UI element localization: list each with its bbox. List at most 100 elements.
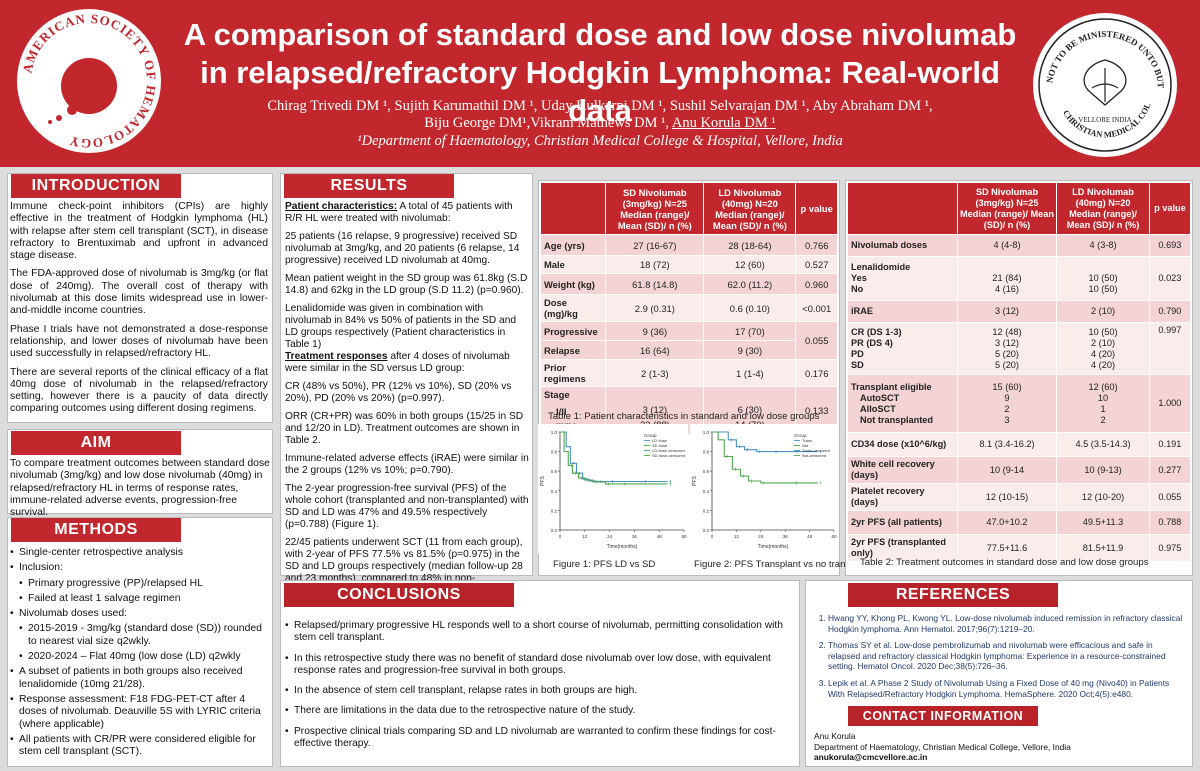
t2-sd-sd: 5 (20) — [994, 359, 1019, 370]
t1-cell: 2 (1-3) — [605, 359, 705, 387]
y-tick-label: 0.4 — [551, 489, 558, 494]
t2-cell: 4 (4-8) — [956, 234, 1058, 257]
t2-cell: 2 (10) — [1056, 300, 1150, 323]
results-p5-text: after 4 doses of nivolumab were similar … — [285, 351, 510, 374]
t2-cr: CR (DS 1-3) — [851, 326, 902, 337]
t2-cell: 0.997 — [1148, 322, 1192, 375]
poster-title: A comparison of standard dose and low do… — [180, 16, 1020, 130]
x-tick-label: 48 — [657, 534, 663, 539]
x-tick-label: 24 — [607, 534, 613, 539]
t2-sd-ld: 4 (20) — [1091, 359, 1116, 370]
t1-cell: 0.6 (0.10) — [703, 294, 797, 322]
t1-cell: Male — [539, 255, 607, 274]
y-tick-label: 0.8 — [551, 450, 558, 455]
contact-body: Anu Korula Department of Haematology, Ch… — [814, 731, 1184, 763]
t1-header-ld: LD Nivolumab (40mg) N=20 Median (range)/… — [703, 182, 797, 235]
t2-cell: 0.023 — [1148, 256, 1192, 301]
table-row: Weight (kg) 61.8 (14.8) 62.0 (11.2) 0.960 — [539, 273, 838, 295]
t2-len-no: No — [851, 284, 864, 294]
t2-allo-ld: 1 — [1100, 403, 1106, 414]
t2-cell: 0.693 — [1148, 234, 1192, 257]
cmc-place: VELLORE INDIA — [1078, 116, 1131, 124]
t1-cell: 0.766 — [795, 234, 838, 256]
t1-cell: 28 (18-64) — [703, 234, 797, 256]
legend-entry: LD dose — [652, 438, 668, 443]
y-tick-label: 0.0 — [551, 528, 558, 533]
t2-pr-ld: 2 (10) — [1091, 337, 1116, 348]
results-p7: ORR (CR+PR) was 60% in both groups (15/2… — [285, 411, 524, 446]
results-p5: Treatment responses after 4 doses of niv… — [285, 351, 531, 375]
t1-header-p: p value — [795, 182, 838, 235]
t2-len-yes: Yes — [851, 273, 867, 283]
t1-cell: Age (yrs) — [539, 234, 607, 256]
figure2: 0.0 0.2 0.4 0.6 0.8 1.0 0 12 24 36 48 60 Time(months… — [690, 424, 838, 554]
y-tick-label: 1.0 — [551, 430, 558, 435]
x-tick-label: 12 — [582, 534, 588, 539]
t2-pd-sd: 5 (20) — [994, 348, 1019, 359]
t1-cell: 0.960 — [795, 273, 838, 295]
intro-p4: There are several reports of the clinica… — [10, 366, 268, 415]
contact-name: Anu Korula — [814, 731, 856, 741]
contact-dept: Department of Haematology, Christian Med… — [814, 741, 1071, 752]
conclusion-item: Relapsed/primary progressive HL responds… — [285, 620, 785, 645]
methods-subitem: 2015-2019 - 3mg/kg (standard dose (SD)) … — [19, 623, 272, 648]
table-row: Prior regimens 2 (1-3) 1 (1-4) 0.176 — [539, 359, 838, 387]
t1-cell: 1 (1-4) — [703, 359, 797, 387]
table-row: CD34 dose (x10^6/kg) 8.1 (3.4-16.2) 4.5 (3… — [847, 432, 1192, 457]
table-row: 2yr PFS (all patients) 47.0+10.2 49.5+11.3… — [847, 510, 1192, 535]
results-p4: Lenalidomide was given in combination wi… — [285, 303, 531, 351]
t2-nt-sd: 3 — [1004, 414, 1010, 425]
results-p3: Mean patient weight in the SD group was … — [285, 273, 528, 296]
t2-cell: 81.5+11.9 — [1056, 534, 1150, 562]
methods-item: Nivolumab doses used: 2015-2019 - 3mg/kg… — [10, 608, 272, 663]
t2-cell: 12 (48) 3 (12) 5 (20) 5 (20) — [956, 322, 1058, 375]
t1-cell: Relapse — [539, 340, 607, 360]
t2-allo-sd: 2 — [1004, 403, 1010, 414]
methods-item: Response assessment: F18 FDG-PET-CT afte… — [10, 694, 272, 731]
contact-email[interactable]: anukorula@cmcvellore.ac.in — [814, 752, 928, 762]
t2-cell: 8.1 (3.4-16.2) — [956, 432, 1058, 457]
table-row: Nivolumab doses 4 (4-8) 4 (3-8) 0.693 — [847, 234, 1192, 257]
conclusions-heading: CONCLUSIONS — [284, 583, 514, 607]
t2-header-sd: SD Nivolumab (3mg/kg) N=25 Median (range… — [956, 182, 1058, 235]
title-line-2: in relapsed/refractory Hodgkin Lymphoma:… — [200, 55, 1000, 128]
t2-cell: 3 (12) — [956, 300, 1058, 323]
x-tick-label: 12 — [734, 534, 740, 539]
methods-item: Single-center retrospective analysis — [10, 547, 272, 560]
t2-te-ld: 12 (60) — [1088, 381, 1118, 392]
t1-cell: 2.9 (0.31) — [605, 294, 705, 322]
t1-cell: 0.527 — [795, 255, 838, 274]
t2-pd-ld: 4 (20) — [1091, 348, 1116, 359]
results-p2: 25 patients (16 relapse, 9 progressive) … — [285, 231, 520, 266]
t2-cell: 0.790 — [1148, 300, 1192, 323]
t2-pd: PD — [851, 348, 864, 359]
t1-stage-12: I/II — [556, 406, 567, 417]
legend-entry: SD dose — [652, 443, 668, 448]
t2-header-p: p value — [1148, 182, 1192, 235]
t1-cell: Prior regimens — [539, 359, 607, 387]
t2-cell: 15 (60) 9 2 3 — [956, 374, 1058, 433]
t1-cell: 0.176 — [795, 359, 838, 387]
t2-cell: Platelet recovery (days) — [847, 483, 958, 511]
t1-header-blank — [539, 182, 607, 235]
t2-len-yes-ld: 10 (50) — [1088, 273, 1118, 283]
methods-item-label: Inclusion: — [19, 562, 63, 574]
figure2-svg: 0.0 0.2 0.4 0.6 0.8 1.0 0 12 24 36 48 60 Time(months… — [692, 430, 837, 550]
legend-entry: Not — [802, 443, 809, 448]
authors-line-2: Biju George DM¹,Vikram Mathews DM ¹, Anu… — [180, 115, 1020, 132]
t2-cell: 2yr PFS (all patients) — [847, 510, 958, 535]
x-tick-label: 60 — [831, 534, 837, 539]
cmc-logo: NOT TO BE MINISTERED UNTO BUT TO MINISTE… — [1030, 10, 1177, 157]
table-row: CR (DS 1-3) PR (DS 4) PD SD 12 (48) 3 (12) 5 … — [847, 322, 1192, 375]
t2-len-no-ld: 10 (50) — [1088, 284, 1118, 294]
t2-cell: 2yr PFS (transplanted only) — [847, 534, 958, 562]
t2-cell: Transplant eligible AutoSCT AlloSCT Not tra… — [847, 374, 958, 433]
y-tick-label: 0.6 — [551, 469, 558, 474]
legend-title: Group — [644, 433, 657, 438]
t1-stage-12-sd: 3 (12) — [642, 403, 668, 415]
t1-cell: 12 (60) — [703, 255, 797, 274]
legend-entry: SD dose-censored — [652, 453, 685, 458]
methods-body: Single-center retrospective analysis Inc… — [10, 547, 272, 761]
t1-cell: <0.001 — [795, 294, 838, 322]
legend-entry: Trans-censored — [802, 448, 830, 453]
